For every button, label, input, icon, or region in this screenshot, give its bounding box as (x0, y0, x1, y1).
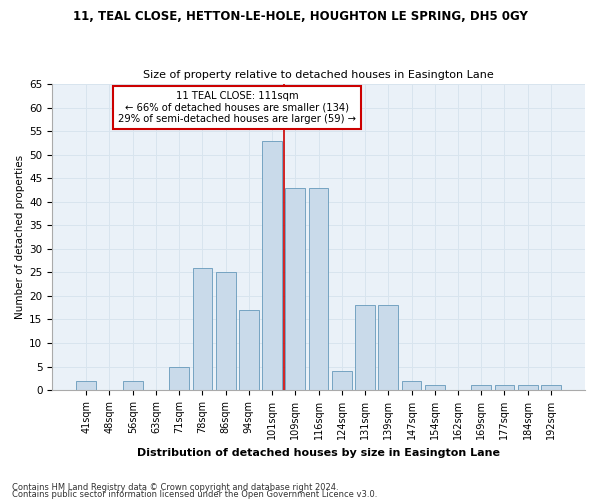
Bar (123, 380, 143, 390)
Bar (472, 386, 491, 390)
Text: 11 TEAL CLOSE: 111sqm
← 66% of detached houses are smaller (134)
29% of semi-det: 11 TEAL CLOSE: 111sqm ← 66% of detached … (118, 91, 356, 124)
Bar (262, 140, 282, 390)
Bar (332, 371, 352, 390)
Bar (239, 310, 259, 390)
Text: Contains public sector information licensed under the Open Government Licence v3: Contains public sector information licen… (12, 490, 377, 499)
Bar (401, 380, 421, 390)
Bar (518, 386, 538, 390)
Bar (541, 386, 561, 390)
Bar (286, 188, 305, 390)
Bar (425, 386, 445, 390)
X-axis label: Distribution of detached houses by size in Easington Lane: Distribution of detached houses by size … (137, 448, 500, 458)
Bar (379, 306, 398, 390)
Text: 11, TEAL CLOSE, HETTON-LE-HOLE, HOUGHTON LE SPRING, DH5 0GY: 11, TEAL CLOSE, HETTON-LE-HOLE, HOUGHTON… (73, 10, 527, 23)
Bar (193, 268, 212, 390)
Bar (169, 366, 189, 390)
Text: Contains HM Land Registry data © Crown copyright and database right 2024.: Contains HM Land Registry data © Crown c… (12, 484, 338, 492)
Bar (355, 306, 375, 390)
Bar (494, 386, 514, 390)
Y-axis label: Number of detached properties: Number of detached properties (15, 155, 25, 319)
Bar (216, 272, 236, 390)
Title: Size of property relative to detached houses in Easington Lane: Size of property relative to detached ho… (143, 70, 494, 81)
Bar (308, 188, 328, 390)
Bar (76, 380, 96, 390)
